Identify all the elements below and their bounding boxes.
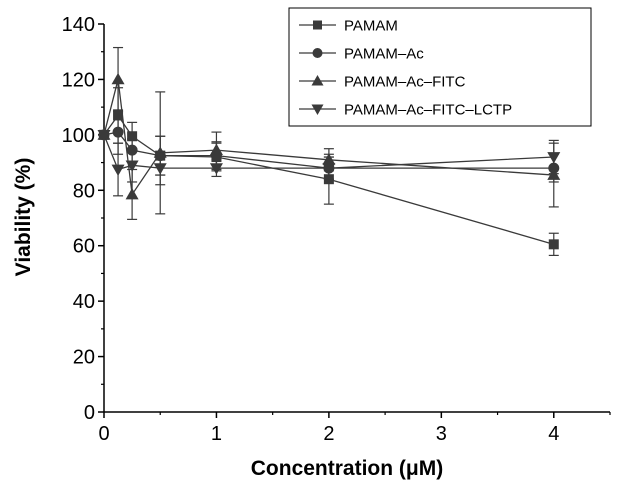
x-tick-label: 3 (436, 423, 447, 445)
legend-label: PAMAM (344, 18, 398, 35)
legend-marker (313, 20, 322, 30)
x-tick-label: 0 (98, 423, 109, 445)
legend-marker (311, 104, 324, 115)
data-point (153, 163, 167, 175)
x-axis-title: Concentration (μM) (251, 457, 444, 480)
data-point (97, 129, 111, 142)
data-point (127, 131, 138, 142)
x-tick-label: 2 (323, 423, 334, 445)
legend-label: PAMAM–Ac–FITC (344, 74, 466, 91)
y-tick-label: 20 (73, 347, 95, 369)
y-tick-label: 140 (62, 14, 95, 36)
y-tick-label: 100 (62, 125, 95, 147)
data-point (547, 152, 561, 164)
y-tick-label: 80 (73, 180, 95, 202)
data-point (112, 126, 124, 138)
legend-box (288, 7, 592, 127)
y-tick-label: 120 (62, 69, 95, 91)
data-point (111, 164, 125, 176)
data-point (125, 160, 139, 172)
y-tick-label: 60 (73, 236, 95, 258)
x-tick-label: 1 (211, 423, 222, 445)
legend-label: PAMAM–Ac (344, 46, 424, 63)
y-tick-label: 0 (84, 402, 95, 424)
y-tick-label: 40 (73, 291, 95, 313)
plot-area (97, 46, 561, 257)
legend-label: PAMAM–Ac–FITC–LCTP (344, 102, 512, 119)
series-triangle-down (97, 129, 561, 197)
data-point (209, 143, 223, 155)
x-tick-label: 4 (548, 423, 559, 445)
legend: PAMAM PAMAM–Ac PAMAM–Ac–FITC PAMAM–Ac–FITC–… (288, 7, 592, 127)
data-point (322, 163, 336, 175)
axes: 0 20 40 60 80 100 120 140 0 1 2 3 4 (62, 14, 611, 445)
data-point (548, 239, 559, 250)
legend-marker (312, 48, 323, 58)
data-point (209, 163, 223, 175)
y-axis-title: Viability (%) (12, 158, 35, 277)
legend-marker (311, 75, 324, 86)
data-point (125, 187, 139, 200)
data-point (111, 72, 125, 85)
